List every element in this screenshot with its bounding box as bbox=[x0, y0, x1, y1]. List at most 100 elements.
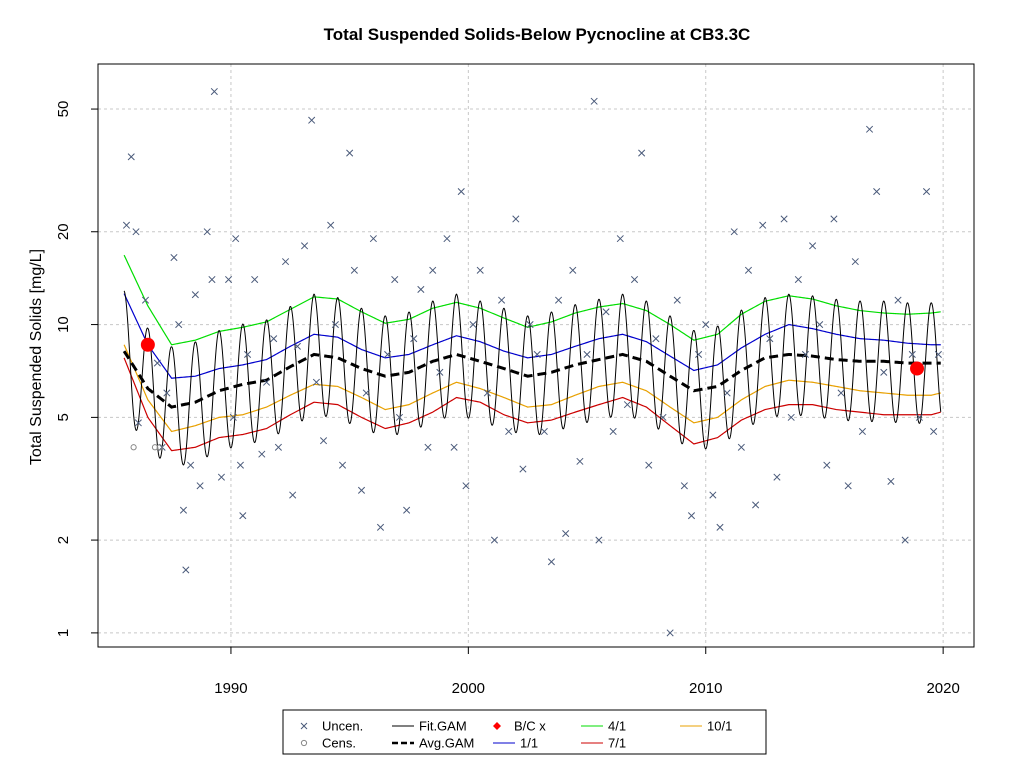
data-point-uncensored bbox=[723, 389, 731, 397]
data-point-uncensored bbox=[187, 461, 195, 469]
data-point-uncensored bbox=[244, 350, 252, 358]
data-point-uncensored bbox=[766, 335, 774, 343]
data-point-uncensored bbox=[327, 221, 335, 229]
data-point-uncensored bbox=[865, 125, 874, 133]
data-point-uncensored bbox=[312, 378, 320, 386]
data-point-uncensored bbox=[182, 566, 190, 574]
data-point-uncensored bbox=[752, 501, 760, 509]
data-point-uncensored bbox=[239, 512, 247, 520]
data-point-uncensored bbox=[562, 529, 570, 538]
data-point-uncensored bbox=[369, 235, 377, 243]
data-point-uncensored bbox=[666, 629, 674, 637]
data-point-uncensored bbox=[816, 321, 824, 329]
y-tick-label: 10 bbox=[55, 316, 72, 333]
legend-label: Fit.GAM bbox=[419, 719, 467, 734]
data-point-uncensored bbox=[716, 523, 724, 531]
data-point-uncensored bbox=[225, 275, 233, 284]
legend-symbol-x bbox=[300, 722, 308, 730]
x-tick-label: 1990 bbox=[214, 680, 247, 697]
data-point-uncensored bbox=[300, 242, 309, 250]
y-tick-label: 20 bbox=[55, 223, 72, 240]
data-point-uncensored bbox=[210, 87, 218, 96]
data-point-uncensored bbox=[443, 235, 451, 243]
data-point-uncensored bbox=[744, 266, 753, 274]
x-tick-label: 2010 bbox=[689, 680, 722, 697]
data-point-uncensored bbox=[203, 228, 211, 236]
data-point-uncensored bbox=[331, 321, 339, 329]
data-point-uncensored bbox=[702, 321, 710, 329]
legend-label: B/C x bbox=[514, 719, 546, 734]
data-point-uncensored bbox=[709, 491, 717, 499]
data-point-uncensored bbox=[281, 258, 290, 266]
data-point-uncensored bbox=[801, 350, 810, 358]
data-point-uncensored bbox=[191, 291, 199, 299]
data-point-uncensored bbox=[424, 443, 432, 451]
data-point-uncensored bbox=[595, 536, 603, 544]
legend-label: 4/1 bbox=[608, 719, 626, 734]
data-point-uncensored bbox=[858, 427, 866, 436]
data-point-uncensored bbox=[132, 228, 140, 236]
points-layer bbox=[122, 87, 942, 637]
data-point-uncensored bbox=[894, 296, 902, 304]
data-point-uncensored bbox=[436, 368, 444, 376]
legend: Uncen. Cens. Fit.GAM Avg.GAM B/C x 1/1 4/1 7/1 1… bbox=[282, 709, 767, 755]
legend-symbol-circle bbox=[300, 739, 308, 747]
legend-label: Uncen. bbox=[322, 719, 363, 734]
series-line-ratio-7-1 bbox=[123, 357, 941, 452]
data-point-uncensored bbox=[512, 215, 520, 223]
data-point-uncensored bbox=[175, 321, 183, 329]
data-point-uncensored bbox=[908, 350, 916, 358]
data-point-uncensored bbox=[623, 401, 631, 409]
data-point-uncensored bbox=[915, 413, 923, 421]
series-layer bbox=[122, 254, 942, 466]
data-point-uncensored bbox=[208, 275, 216, 284]
data-point-uncensored bbox=[533, 350, 541, 358]
data-point-uncensored bbox=[887, 477, 895, 485]
axes: 1990 2000 2010 2020 1 2 5 10 20 50 bbox=[55, 101, 960, 697]
data-point-uncensored bbox=[737, 443, 745, 451]
legend-label: 1/1 bbox=[520, 736, 538, 751]
data-point-uncensored bbox=[645, 461, 653, 469]
data-point-uncensored bbox=[346, 149, 354, 157]
data-point-uncensored bbox=[293, 342, 301, 350]
data-point-uncensored bbox=[170, 253, 178, 262]
data-point-uncensored bbox=[780, 215, 788, 223]
data-point-uncensored bbox=[837, 389, 845, 397]
data-point-uncensored bbox=[576, 457, 584, 465]
data-point-uncensored bbox=[289, 491, 297, 499]
y-tick-label: 2 bbox=[55, 536, 72, 544]
data-point-uncensored bbox=[880, 368, 888, 376]
bc-marker bbox=[140, 337, 155, 352]
data-point-uncensored bbox=[217, 473, 226, 481]
data-point-uncensored bbox=[229, 413, 237, 421]
y-tick-label: 1 bbox=[55, 629, 72, 637]
data-point-uncensored bbox=[457, 188, 465, 196]
data-point-uncensored bbox=[410, 335, 418, 343]
data-point-uncensored bbox=[773, 473, 781, 481]
legend-label: Cens. bbox=[322, 736, 356, 751]
data-point-uncensored bbox=[476, 266, 484, 274]
data-point-uncensored bbox=[391, 275, 399, 284]
data-point-uncensored bbox=[350, 266, 358, 274]
data-point-uncensored bbox=[659, 413, 667, 421]
data-point-uncensored bbox=[196, 482, 204, 490]
data-point-uncensored bbox=[462, 482, 470, 490]
data-point-uncensored bbox=[362, 389, 370, 397]
data-point-uncensored bbox=[609, 427, 617, 436]
series-line-fit-gam bbox=[123, 290, 942, 466]
series-line-ratio-4-1 bbox=[123, 254, 941, 346]
data-point-uncensored bbox=[429, 266, 437, 274]
legend-symbol-dot bbox=[493, 722, 501, 730]
data-point-uncensored bbox=[583, 350, 591, 358]
data-point-uncensored bbox=[794, 275, 802, 284]
data-point-uncensored bbox=[450, 443, 458, 451]
data-point-uncensored bbox=[232, 235, 240, 243]
data-point-uncensored bbox=[163, 389, 171, 397]
data-point-uncensored bbox=[505, 427, 513, 436]
legend-label: Avg.GAM bbox=[419, 736, 474, 751]
data-point-uncensored bbox=[319, 437, 328, 445]
data-point-censored bbox=[130, 444, 137, 451]
data-point-uncensored bbox=[830, 215, 838, 223]
data-point-uncensored bbox=[730, 228, 738, 236]
data-point-uncensored bbox=[122, 221, 131, 229]
